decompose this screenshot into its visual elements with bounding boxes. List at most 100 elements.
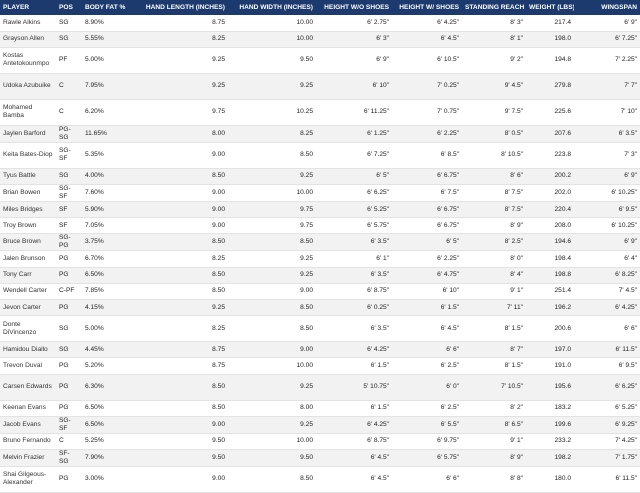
table-cell: 8' 8" bbox=[510, 475, 523, 483]
table-cell: 9.25 bbox=[300, 172, 313, 180]
table-cell: 6' 10.25" bbox=[611, 189, 637, 197]
table-cell: 11.65% bbox=[85, 129, 107, 137]
column-header[interactable]: PLAYER bbox=[3, 4, 30, 11]
table-cell: 9.00 bbox=[300, 287, 313, 295]
table-cell: 6.50% bbox=[85, 420, 104, 428]
table-cell: 9.25 bbox=[212, 303, 225, 311]
table-cell: 6' 3.5" bbox=[370, 238, 389, 246]
player-name-cell: Tony Carr bbox=[3, 271, 32, 279]
table-cell: 6' 8.5" bbox=[440, 151, 459, 159]
table-cell: 200.2 bbox=[554, 172, 571, 180]
player-name-cell: Wendell Carter bbox=[3, 287, 47, 295]
table-row: Grayson Allen SG 5.55% 8.25 10.00 6' 3" 6' 4.5… bbox=[0, 31, 640, 48]
column-header[interactable]: WINGSPAN bbox=[601, 4, 637, 11]
table-cell: 9.75 bbox=[212, 108, 225, 116]
table-cell: 3.75% bbox=[85, 238, 104, 246]
table-cell: 8.50 bbox=[212, 271, 225, 279]
table-cell: 8' 10.5" bbox=[501, 151, 523, 159]
table-cell: 6' 7.25" bbox=[615, 35, 637, 43]
column-header[interactable]: HEIGHT W/O SHOES bbox=[324, 4, 389, 11]
table-cell: 9.00 bbox=[300, 345, 313, 353]
table-cell: PG bbox=[59, 404, 69, 412]
table-cell: 6' 7.25" bbox=[367, 151, 389, 159]
table-cell: 8' 9" bbox=[510, 221, 523, 229]
table-cell: 5.00% bbox=[85, 56, 104, 64]
table-cell: 9.00 bbox=[212, 221, 225, 229]
table-cell: PG bbox=[59, 303, 69, 311]
table-cell: 8.25 bbox=[212, 255, 225, 263]
table-cell: PG bbox=[59, 255, 69, 263]
table-cell: C bbox=[59, 82, 64, 90]
table-row: Bruce Brown SG-PG 3.75% 8.50 8.50 6' 3.5" 6' 5… bbox=[0, 233, 640, 251]
table-cell: 194.8 bbox=[554, 56, 571, 64]
table-cell: 6.50% bbox=[85, 271, 104, 279]
table-cell: 9.25 bbox=[212, 82, 225, 90]
column-header[interactable]: STANDING REACH bbox=[465, 4, 525, 11]
column-header[interactable]: HAND LENGTH (INCHES) bbox=[145, 4, 225, 11]
column-header[interactable]: BODY FAT % bbox=[85, 4, 126, 11]
table-cell: 6' 1" bbox=[376, 255, 389, 263]
table-cell: 8' 7.5" bbox=[504, 189, 523, 197]
header-row: PLAYER POS BODY FAT % HAND LENGTH (INCHES) H… bbox=[0, 0, 640, 15]
column-header[interactable]: HEIGHT W/ SHOES bbox=[399, 4, 459, 11]
table-cell: 6' 6.25" bbox=[367, 189, 389, 197]
player-name-cell: Udoka Azubuike bbox=[3, 82, 51, 90]
table-cell: 6' 10.25" bbox=[611, 221, 637, 229]
table-cell: C bbox=[59, 437, 64, 445]
table-cell: 8.50 bbox=[212, 172, 225, 180]
table-cell: 7' 1.75" bbox=[615, 453, 637, 461]
table-cell: SG bbox=[59, 35, 69, 43]
table-cell: 7' 10" bbox=[620, 108, 637, 116]
table-cell: 6' 1.5" bbox=[370, 404, 389, 412]
table-cell: 5.20% bbox=[85, 361, 104, 369]
player-name-cell: Bruce Brown bbox=[3, 238, 41, 246]
table-cell: 6' 5.25" bbox=[615, 404, 637, 412]
table-row: Bruno Fernando C 5.25% 9.50 10.00 6' 8.75" 6' … bbox=[0, 433, 640, 450]
table-cell: 4.15% bbox=[85, 303, 104, 311]
table-cell: 6' 4.25" bbox=[367, 420, 389, 428]
table-cell: 9.00 bbox=[212, 151, 225, 159]
table-cell: PF bbox=[59, 56, 68, 64]
table-cell: 6' 3.5" bbox=[370, 324, 389, 332]
table-row: Trevon Duval PG 5.20% 8.75 10.00 6' 1.5" 6' 2.… bbox=[0, 358, 640, 375]
table-cell: 6' 6.75" bbox=[437, 172, 459, 180]
table-cell: SG bbox=[59, 172, 69, 180]
table-cell: 6' 10" bbox=[372, 82, 389, 90]
table-cell: 199.6 bbox=[554, 420, 571, 428]
table-cell: 180.0 bbox=[554, 475, 571, 483]
table-cell: 202.0 bbox=[554, 189, 571, 197]
table-cell: 7' 4.25" bbox=[615, 437, 637, 445]
table-cell: 208.0 bbox=[554, 221, 571, 229]
column-header[interactable]: WEIGHT (LBS) bbox=[529, 4, 574, 11]
column-header[interactable]: POS bbox=[59, 4, 73, 11]
column-header[interactable]: HAND WIDTH (INCHES) bbox=[239, 4, 313, 11]
table-cell: 195.6 bbox=[554, 383, 571, 391]
table-cell: C-PF bbox=[59, 287, 75, 295]
table-cell: 8.50 bbox=[300, 324, 313, 332]
table-cell: 6.30% bbox=[85, 383, 104, 391]
table-cell: PG bbox=[59, 383, 69, 391]
table-cell: 9.25 bbox=[300, 420, 313, 428]
table-cell: 196.2 bbox=[554, 303, 571, 311]
player-name-cell: Mohamed Bamba bbox=[3, 104, 33, 120]
table-cell: 10.25 bbox=[296, 108, 313, 116]
table-cell: 10.00 bbox=[296, 437, 313, 445]
table-cell: 5.35% bbox=[85, 151, 104, 159]
table-cell: 8' 2" bbox=[510, 404, 523, 412]
player-name-cell: Jacob Evans bbox=[3, 420, 41, 428]
table-cell: 6' 2.25" bbox=[437, 129, 459, 137]
table-cell: 6' 6.25" bbox=[615, 383, 637, 391]
table-cell: 198.8 bbox=[554, 271, 571, 279]
table-cell: 6' 0.25" bbox=[367, 303, 389, 311]
table-cell: 9.25 bbox=[212, 56, 225, 64]
table-cell: 6' 4.5" bbox=[440, 324, 459, 332]
table-cell: 6' 2.75" bbox=[367, 18, 389, 26]
table-cell: 8' 6" bbox=[510, 172, 523, 180]
table-cell: 220.4 bbox=[554, 205, 571, 213]
table-cell: 8.50 bbox=[300, 303, 313, 311]
table-cell: 6' 2.5" bbox=[440, 361, 459, 369]
table-cell: 191.0 bbox=[554, 361, 571, 369]
table-cell: 6' 9.5" bbox=[618, 205, 637, 213]
table-cell: 9.25 bbox=[300, 255, 313, 263]
table-cell: 6' 4.75" bbox=[437, 271, 459, 279]
